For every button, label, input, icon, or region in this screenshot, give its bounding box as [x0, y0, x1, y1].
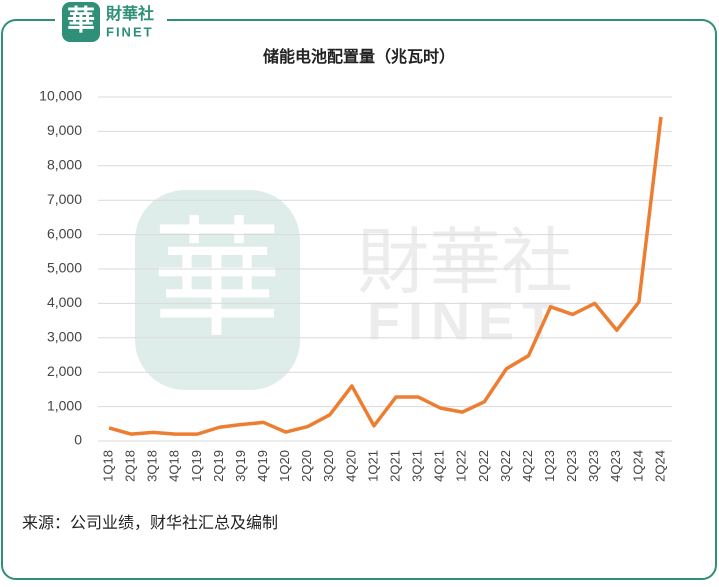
- x-tick-label: 1Q23: [542, 450, 557, 482]
- y-tick-label: 0: [74, 432, 82, 448]
- y-tick-label: 9,000: [47, 122, 82, 138]
- y-tick-label: 6,000: [47, 225, 82, 241]
- logo-name: 財華社: [106, 4, 154, 23]
- x-tick-label: 4Q19: [255, 450, 270, 482]
- watermark-mark: 華: [152, 206, 282, 352]
- x-tick-label: 1Q21: [365, 450, 380, 482]
- x-tick-label: 3Q18: [145, 450, 160, 482]
- x-tick-label: 4Q22: [520, 450, 535, 482]
- x-tick-label: 4Q21: [432, 450, 447, 482]
- x-tick-label: 3Q19: [233, 450, 248, 482]
- x-tick-label: 3Q20: [321, 450, 336, 482]
- x-tick-label: 2Q22: [476, 450, 491, 482]
- x-tick-label: 2Q18: [123, 450, 138, 482]
- data-line: [108, 116, 663, 436]
- y-tick-label: 2,000: [47, 363, 82, 379]
- x-tick-label: 2Q19: [211, 450, 226, 482]
- frame: [1, 19, 717, 580]
- source-note: 来源：公司业绩，财华社汇总及编制: [22, 514, 278, 532]
- x-tick-label: 4Q18: [167, 450, 182, 482]
- x-tick-label: 2Q21: [387, 450, 402, 482]
- logo-badge: [62, 2, 100, 42]
- x-tick-label: 2Q24: [652, 450, 667, 482]
- logo-mark: 華: [67, 4, 95, 35]
- x-tick-label: 1Q24: [630, 450, 645, 482]
- y-tick-label: 1,000: [47, 397, 82, 413]
- y-tick-label: 10,000: [39, 88, 82, 104]
- y-tick-label: 5,000: [47, 260, 82, 276]
- watermark-badge: [135, 190, 300, 390]
- x-tick-label: 1Q20: [277, 450, 292, 482]
- y-tick-label: 3,000: [47, 329, 82, 345]
- logo-en: FINET: [106, 24, 154, 39]
- watermark-name: 財華社: [357, 223, 573, 303]
- x-tick-label: 3Q22: [498, 450, 513, 482]
- x-tick-label: 3Q23: [586, 450, 601, 482]
- watermark-en: FINET: [367, 291, 563, 351]
- y-tick-label: 7,000: [47, 191, 82, 207]
- x-tick-label: 4Q20: [343, 450, 358, 482]
- x-tick-label: 4Q23: [608, 450, 623, 482]
- x-tick-label: 2Q23: [564, 450, 579, 482]
- x-tick-label: 2Q20: [299, 450, 314, 482]
- watermark: 華 財華社 FINET: [135, 190, 573, 390]
- x-tick-label: 1Q18: [100, 450, 115, 482]
- chart-title: 储能电池配置量（兆瓦时）: [262, 47, 455, 66]
- y-tick-label: 4,000: [47, 294, 82, 310]
- y-tick-label: 8,000: [47, 157, 82, 173]
- x-tick-label: 1Q19: [189, 450, 204, 482]
- x-tick-label: 1Q22: [454, 450, 469, 482]
- x-tick-label: 3Q21: [410, 450, 425, 482]
